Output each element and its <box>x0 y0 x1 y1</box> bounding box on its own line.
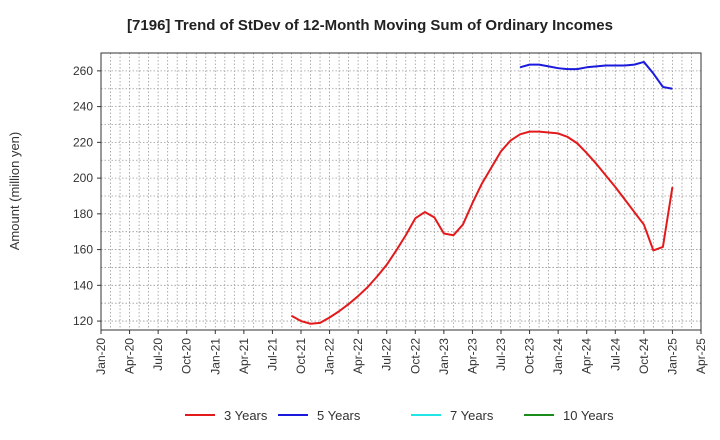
y-tick-label: 160 <box>73 243 93 257</box>
series-line-0 <box>290 130 674 325</box>
x-tick-label: Apr-20 <box>123 338 137 374</box>
y-tick-label: 120 <box>73 314 93 328</box>
y-axis: 120 140 160 180 200 220 240 260 <box>73 64 101 328</box>
x-tick-label: Jan-25 <box>665 338 679 375</box>
x-tick-label: Oct-22 <box>408 338 422 374</box>
x-tick-label: Jul-24 <box>608 338 622 371</box>
x-tick-label: Jul-23 <box>494 338 508 371</box>
legend-label-0: 3 Years <box>224 408 268 423</box>
y-tick-label: 200 <box>73 171 93 185</box>
x-tick-label: Oct-21 <box>294 338 308 374</box>
y-tick-label: 220 <box>73 135 93 149</box>
x-tick-label: Jul-21 <box>265 338 279 371</box>
legend-label-1: 5 Years <box>317 408 361 423</box>
legend-label-2: 7 Years <box>450 408 494 423</box>
chart-title: [7196] Trend of StDev of 12-Month Moving… <box>127 17 613 34</box>
y-tick-label: 180 <box>73 207 93 221</box>
x-tick-label: Apr-22 <box>351 338 365 374</box>
y-tick-label: 140 <box>73 278 93 292</box>
x-tick-label: Oct-20 <box>180 338 194 374</box>
x-tick-label: Apr-25 <box>694 338 708 374</box>
x-axis: Jan-20 Apr-20 Jul-20 Oct-20 Jan-21 Apr-21 Jul-… <box>94 330 708 375</box>
y-axis-label: Amount (million yen) <box>7 132 22 251</box>
x-tick-label: Jul-22 <box>380 338 394 371</box>
x-tick-label: Jan-23 <box>437 338 451 375</box>
y-tick-label: 240 <box>73 100 93 114</box>
x-tick-label: Jan-24 <box>551 338 565 375</box>
series-line-1 <box>519 60 673 90</box>
y-tick-label: 260 <box>73 64 93 78</box>
x-tick-label: Apr-24 <box>580 338 594 374</box>
grid <box>100 53 702 330</box>
series-lines <box>290 60 674 325</box>
x-tick-label: Oct-23 <box>523 338 537 374</box>
plot-frame <box>100 52 702 331</box>
legend: 3 Years 5 Years 7 Years 10 Years <box>185 408 614 423</box>
x-tick-label: Apr-21 <box>237 338 251 374</box>
x-tick-label: Jan-21 <box>208 338 222 375</box>
x-tick-label: Apr-23 <box>465 338 479 374</box>
x-tick-label: Jan-22 <box>323 338 337 375</box>
x-tick-label: Jul-20 <box>151 338 165 371</box>
x-tick-label: Jan-20 <box>94 338 108 375</box>
legend-label-3: 10 Years <box>563 408 614 423</box>
x-tick-label: Oct-24 <box>637 338 651 374</box>
